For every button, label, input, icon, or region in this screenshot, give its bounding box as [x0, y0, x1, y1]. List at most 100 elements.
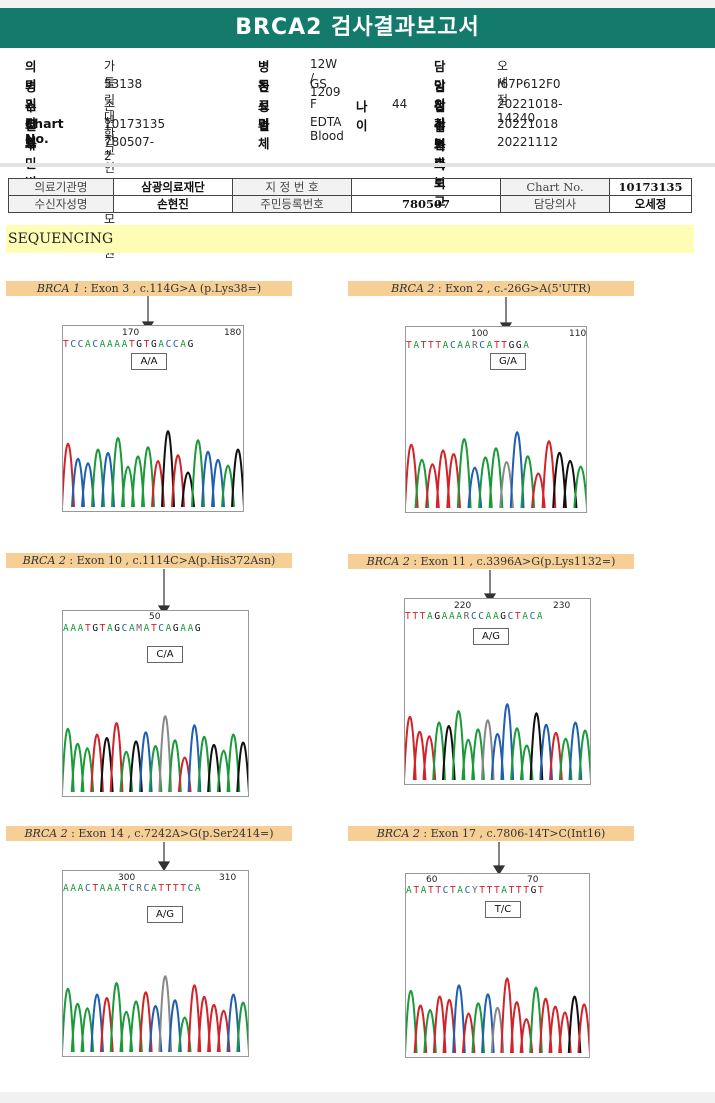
trace-peak	[452, 984, 466, 1054]
gene-name: BRCA 1	[36, 282, 81, 295]
base-letter: A	[150, 883, 159, 894]
trace-peak	[168, 999, 182, 1053]
base-letter: T	[172, 883, 181, 894]
base-letter: A	[413, 340, 421, 351]
trace-peak	[480, 719, 495, 781]
base-letter: A	[501, 885, 509, 896]
trace-peak	[456, 438, 472, 509]
desig-label: 지 정 번 호	[232, 178, 352, 196]
clinical-value: I67P612F0	[497, 77, 561, 91]
base-letter: A	[406, 885, 414, 896]
trace-peak	[577, 1003, 589, 1054]
inst-label: 의료기관명	[8, 178, 114, 196]
base-letter: C	[84, 883, 93, 894]
variant-label-3: BRCA 2 : Exon 10 , c.1114C>A(p.His372Asn…	[6, 553, 292, 568]
specimen-value: EDTA Blood	[310, 115, 344, 143]
doctor2-value: 오세정	[609, 195, 692, 213]
base-letter: G	[515, 340, 524, 351]
sex-value: F	[310, 97, 317, 111]
base-letter: A	[77, 623, 85, 634]
trace-plot	[405, 703, 590, 781]
trace-peak	[539, 724, 554, 781]
base-letter: A	[456, 611, 464, 622]
base-letter: T	[514, 611, 523, 622]
trace-peak	[488, 447, 504, 509]
desig-value	[351, 178, 501, 196]
base-letter: A	[70, 623, 78, 634]
genotype-call: A/A	[131, 353, 167, 370]
base-letter: T	[508, 885, 516, 896]
base-letter: C	[464, 885, 472, 896]
base-letter: T	[419, 611, 427, 622]
base-letter: T	[406, 340, 414, 351]
base-letter: Y	[471, 885, 480, 896]
trace-peak	[63, 727, 75, 793]
trace-peak	[158, 715, 173, 793]
base-letter: T	[413, 885, 421, 896]
request-value: 20221018	[497, 117, 559, 131]
trace-peak	[405, 715, 417, 781]
variant-label-1: BRCA 1 : Exon 3 , c.114G>A (p.Lys38=)	[6, 281, 292, 296]
trace-peak	[406, 989, 418, 1054]
gene-name: BRCA 2	[376, 827, 420, 840]
base-letter: G	[136, 339, 144, 350]
position-label: 230	[553, 601, 571, 611]
base-letter: A	[457, 885, 465, 896]
trace-plot	[63, 975, 248, 1053]
variant-detail: : Exon 3 , c.114G>A (p.Lys38=)	[80, 282, 262, 295]
base-letter: G	[194, 623, 203, 634]
trace-plot	[63, 715, 248, 793]
chromatogram-6: 60 70 ATATTCTACYTTTATTTGT T/C	[405, 873, 590, 1058]
trace-peak	[171, 454, 185, 508]
base-letter: C	[77, 339, 85, 350]
base-letter: C	[70, 339, 78, 350]
base-letter: C	[470, 611, 479, 622]
base-letter: A	[464, 340, 472, 351]
position-label: 310	[219, 873, 237, 883]
base-letter: T	[63, 339, 71, 350]
gene-name: BRCA 2	[366, 555, 410, 568]
trace-peak	[111, 437, 125, 508]
report-title: BRCA2 검사결과보고서	[0, 8, 715, 48]
base-letter: C	[442, 885, 450, 896]
trace-peak	[63, 442, 75, 508]
bottom-strip	[0, 1092, 715, 1103]
trace-peak	[406, 443, 419, 509]
base-letter: G	[92, 623, 100, 634]
trace-plot	[406, 431, 586, 509]
regno-value: 780507	[351, 195, 501, 213]
patient-value: 손현진	[104, 99, 116, 147]
genotype-call: T/C	[485, 901, 521, 918]
divider	[0, 163, 715, 167]
trace-peak	[568, 721, 583, 781]
trace-peak	[141, 446, 155, 508]
base-letter: T	[523, 885, 531, 896]
trace-peak	[451, 710, 466, 781]
base-letter: G	[114, 623, 122, 634]
base-letter: C	[121, 623, 129, 634]
result-value: 20221112	[497, 135, 559, 149]
base-letter: T	[150, 623, 159, 634]
dept-label: 진료과	[258, 79, 270, 132]
specimen-label: 검체	[258, 117, 270, 151]
code-label: 병원코드	[25, 79, 37, 151]
base-letter: A	[485, 611, 493, 622]
position-label: 70	[527, 875, 539, 885]
idnum-value: 780507-2	[104, 135, 155, 163]
base-letter: A	[442, 340, 450, 351]
base-letter: A	[121, 339, 129, 350]
base-letter: A	[492, 611, 501, 622]
base-letter: T	[479, 885, 487, 896]
position-label: 180	[224, 328, 242, 338]
trace-peak	[197, 736, 212, 793]
trace-peak	[161, 430, 175, 508]
base-letter: G	[530, 885, 538, 896]
position-label: 170	[122, 328, 140, 338]
base-letter: A	[523, 340, 531, 351]
base-letter: T	[449, 885, 458, 896]
base-letter: A	[180, 339, 188, 350]
base-letter: A	[143, 623, 151, 634]
trace-peak	[529, 712, 544, 781]
section-title: SEQUENCING	[6, 225, 694, 253]
base-letter: T	[435, 885, 443, 896]
